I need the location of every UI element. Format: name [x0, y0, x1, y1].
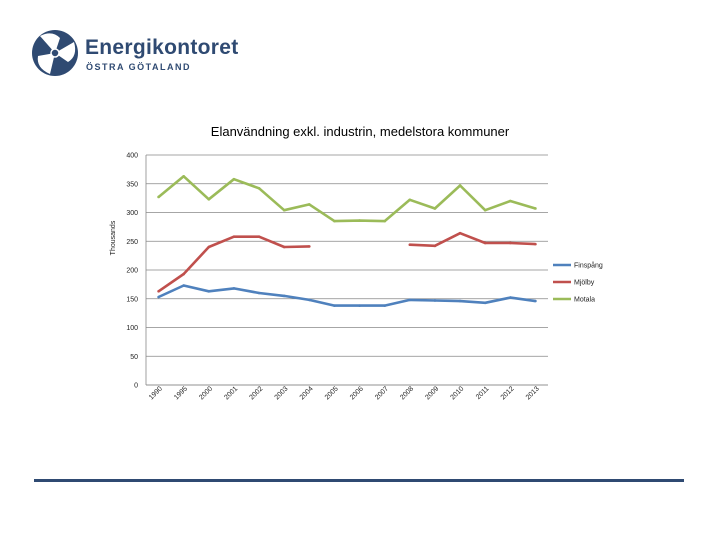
data-point	[433, 244, 437, 248]
x-tick-label: 2012	[500, 385, 516, 401]
data-point	[408, 298, 412, 302]
x-tick-label: 2008	[399, 385, 415, 401]
data-point	[483, 208, 487, 212]
x-tick-label: 2003	[274, 385, 290, 401]
x-tick-label: 2006	[349, 385, 365, 401]
x-tick-label: 2001	[223, 385, 239, 401]
legend-item: Motala	[553, 297, 595, 304]
data-point	[282, 245, 286, 249]
x-tick-label: 2007	[374, 385, 390, 401]
series-line-mjölby	[409, 231, 536, 248]
chart-title: Elanvändning exkl. industrin, medelstora…	[210, 124, 510, 139]
y-tick-label: 0	[134, 383, 138, 390]
data-point	[207, 197, 211, 201]
x-tick-label: 2011	[475, 385, 491, 401]
y-tick-label: 250	[126, 239, 138, 246]
x-tick-label: 2010	[450, 385, 466, 401]
x-tick-label: 1995	[173, 385, 189, 401]
logo-subtitle: ÖSTRA GÖTALAND	[86, 62, 191, 72]
data-point	[534, 299, 537, 303]
grid	[146, 154, 548, 386]
axes: 0 50 100 150 200 250 300 350 400 1990 1995 2000 2001…	[126, 153, 548, 401]
data-point	[408, 243, 412, 246]
data-point	[232, 235, 236, 238]
legend-label: Finspång	[574, 262, 603, 270]
x-tick-label: 2005	[324, 385, 340, 401]
legend-label: Motala	[574, 297, 595, 304]
x-tick-label: 2002	[249, 385, 265, 401]
data-point	[308, 203, 311, 206]
data-point	[483, 301, 487, 305]
data-point	[458, 184, 462, 187]
footer-divider	[34, 479, 684, 482]
data-point	[458, 231, 462, 235]
x-tick-label: 2000	[198, 385, 214, 401]
data-point	[308, 245, 311, 248]
data-point	[433, 207, 437, 210]
data-point	[257, 187, 261, 190]
data-point	[383, 219, 386, 223]
data-point	[232, 177, 236, 181]
data-point	[182, 272, 185, 276]
data-point	[433, 299, 437, 302]
fan-logo-icon	[32, 30, 78, 76]
data-point	[232, 287, 236, 290]
legend-item: Finspång	[553, 262, 603, 270]
data-point	[509, 296, 512, 299]
y-tick-label: 350	[126, 181, 138, 188]
series-lines	[157, 174, 537, 307]
data-point	[207, 245, 211, 249]
x-tick-label: 2013	[525, 385, 541, 401]
data-point	[333, 304, 336, 307]
x-tick-label: 2009	[424, 385, 440, 401]
data-point	[207, 289, 211, 293]
data-point	[534, 207, 537, 210]
data-point	[282, 294, 286, 298]
legend: Finspång Mjölby Motala	[553, 262, 603, 304]
y-tick-label: 400	[126, 153, 138, 160]
series-line-mjölby	[157, 235, 310, 293]
data-point	[257, 235, 261, 238]
data-point	[458, 299, 462, 303]
y-tick-label: 200	[126, 268, 138, 275]
logo: Energikontoret ÖSTRA GÖTALAND	[30, 28, 250, 78]
data-point	[157, 295, 160, 299]
x-tick-label: 1990	[148, 385, 164, 401]
data-point	[408, 198, 412, 202]
data-point	[509, 241, 512, 245]
data-point	[157, 289, 160, 293]
series-line-finspång	[158, 284, 536, 307]
data-point	[257, 291, 261, 295]
y-tick-label: 50	[130, 354, 138, 361]
data-point	[182, 174, 185, 178]
data-point	[358, 304, 361, 307]
data-point	[333, 219, 336, 223]
legend-label: Mjölby	[574, 280, 595, 287]
y-axis-label: Thousands	[110, 220, 117, 255]
legend-item: Mjölby	[553, 280, 595, 287]
data-point	[534, 242, 537, 246]
data-point	[509, 199, 512, 203]
y-tick-label: 100	[126, 325, 138, 332]
data-point	[282, 208, 286, 212]
data-point	[182, 284, 185, 287]
logo-name: Energikontoret	[85, 36, 239, 59]
x-tick-label: 2004	[299, 385, 315, 401]
data-point	[483, 241, 487, 245]
data-point	[157, 195, 160, 199]
data-point	[383, 304, 386, 307]
y-tick-label: 300	[126, 210, 138, 217]
y-tick-label: 150	[126, 296, 138, 303]
series-line-motala	[157, 175, 536, 223]
data-point	[308, 298, 311, 302]
data-point	[358, 219, 361, 222]
